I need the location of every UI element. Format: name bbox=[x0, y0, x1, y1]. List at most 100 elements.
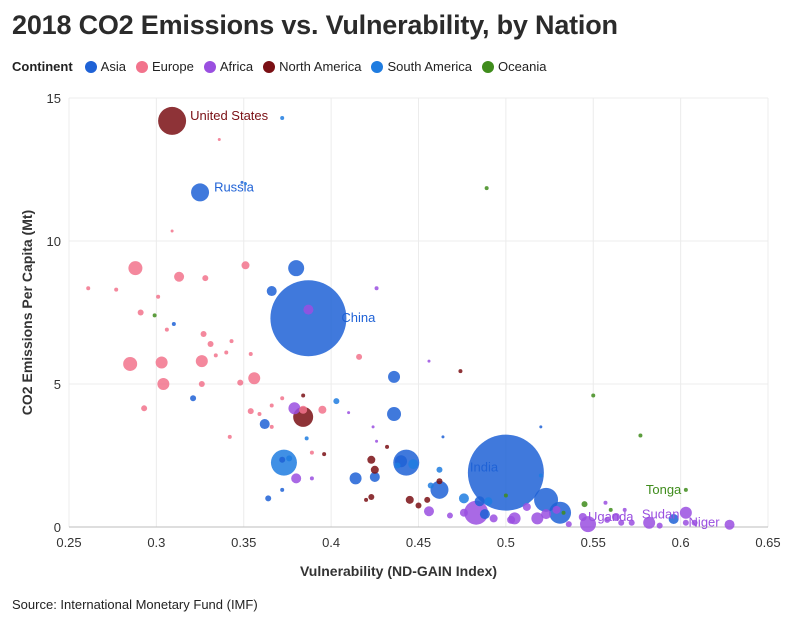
y-tick-label: 15 bbox=[47, 91, 61, 106]
bubble-europe bbox=[128, 261, 143, 276]
bubble-oceania bbox=[581, 501, 588, 508]
bubble-europe bbox=[237, 379, 244, 386]
bubble-europe bbox=[269, 424, 274, 429]
bubble-asia bbox=[441, 435, 445, 439]
x-axis-title: Vulnerability (ND-GAIN Index) bbox=[300, 563, 497, 579]
bubble-europe bbox=[217, 137, 221, 141]
legend-item-oceania[interactable]: Oceania bbox=[482, 59, 546, 74]
bubble-north-america bbox=[436, 478, 443, 485]
bubble-asia bbox=[430, 480, 449, 499]
bubble-europe bbox=[141, 405, 148, 412]
bubble-asia bbox=[280, 487, 285, 492]
bubble-europe bbox=[207, 340, 214, 347]
bubble-north-america bbox=[424, 496, 431, 503]
bubble-south-america bbox=[280, 116, 285, 121]
bubble-asia bbox=[668, 513, 679, 524]
bubble-asia bbox=[279, 456, 286, 463]
chart-title: 2018 CO2 Emissions vs. Vulnerability, by… bbox=[12, 10, 618, 40]
bubble-europe bbox=[174, 271, 185, 282]
legend-marker-south-america bbox=[371, 60, 384, 73]
annotation-india: India bbox=[470, 460, 499, 475]
legend-item-asia[interactable]: Asia bbox=[84, 59, 126, 74]
bubble-asia bbox=[467, 434, 544, 511]
bubble-europe bbox=[309, 450, 314, 455]
legend-item-africa[interactable]: Africa bbox=[203, 59, 254, 74]
bubble-africa bbox=[691, 519, 698, 526]
y-tick-label: 10 bbox=[47, 234, 61, 249]
bubble-europe bbox=[356, 353, 363, 360]
bubble-europe bbox=[156, 294, 161, 299]
bubble-europe bbox=[200, 330, 207, 337]
legend-marker-africa bbox=[203, 60, 216, 73]
bubble-europe bbox=[248, 351, 253, 356]
bubble-africa bbox=[603, 500, 608, 505]
bubble-africa bbox=[724, 519, 735, 530]
bubble-asia bbox=[387, 407, 402, 422]
bubble-north-america bbox=[370, 465, 379, 474]
bubble-africa bbox=[531, 512, 544, 525]
bubble-south-america bbox=[304, 436, 309, 441]
bubble-asia bbox=[270, 280, 347, 357]
bubble-africa bbox=[291, 473, 302, 484]
bubble-europe bbox=[170, 229, 174, 233]
bubble-south-america bbox=[538, 473, 543, 478]
bubble-africa bbox=[423, 506, 434, 517]
bubble-europe bbox=[123, 356, 138, 371]
bubble-europe bbox=[227, 434, 232, 439]
bubble-africa bbox=[347, 411, 351, 415]
y-axis-title: CO2 Emissions Per Capita (Mt) bbox=[19, 210, 35, 415]
legend-label-africa: Africa bbox=[219, 59, 254, 74]
bubble-europe bbox=[318, 405, 327, 414]
bubble-oceania bbox=[484, 186, 489, 191]
bubble-north-america bbox=[301, 393, 306, 398]
bubble-europe bbox=[247, 408, 254, 415]
bubble-africa bbox=[303, 304, 314, 315]
legend-item-north-america[interactable]: North America bbox=[263, 59, 361, 74]
annotation-niger: Niger bbox=[689, 515, 721, 530]
bubble-south-america bbox=[484, 497, 493, 506]
bubble-europe bbox=[155, 356, 168, 369]
bubble-africa bbox=[682, 519, 689, 526]
bubble-africa bbox=[552, 505, 561, 514]
bubble-asia bbox=[266, 286, 277, 297]
legend-marker-north-america bbox=[263, 60, 276, 73]
bubble-north-america bbox=[458, 369, 463, 374]
bubble-africa bbox=[489, 514, 498, 523]
bubble-africa bbox=[459, 508, 468, 517]
bubble-north-america bbox=[364, 497, 369, 502]
bubble-europe bbox=[137, 309, 144, 316]
bubble-africa bbox=[522, 502, 531, 511]
bubble-asia bbox=[191, 183, 210, 202]
bubble-asia bbox=[549, 501, 572, 524]
legend-marker-asia bbox=[84, 60, 97, 73]
x-tick-label: 0.35 bbox=[231, 535, 256, 550]
bubble-africa bbox=[375, 439, 379, 443]
bubble-south-america bbox=[458, 493, 469, 504]
bubble-asia bbox=[388, 370, 401, 383]
bubble-south-america bbox=[270, 449, 297, 476]
annotation-russia: Russia bbox=[214, 179, 255, 194]
legend-label-oceania: Oceania bbox=[498, 59, 547, 74]
bubble-africa bbox=[628, 519, 635, 526]
x-tick-label: 0.25 bbox=[56, 535, 81, 550]
bubble-south-america bbox=[286, 455, 293, 462]
x-tick-label: 0.6 bbox=[672, 535, 690, 550]
bubble-north-america bbox=[158, 106, 187, 135]
annotation-uganda: Uganda bbox=[588, 509, 634, 524]
bubble-europe bbox=[202, 275, 209, 282]
legend: Continent Asia Europe Africa North Ameri… bbox=[12, 59, 546, 74]
bubble-north-america bbox=[415, 502, 422, 509]
bubble-europe bbox=[114, 287, 119, 292]
annotation-united-states: United States bbox=[190, 108, 269, 123]
bubble-europe bbox=[213, 353, 218, 358]
bubble-oceania bbox=[608, 507, 613, 512]
legend-item-europe[interactable]: Europe bbox=[135, 59, 194, 74]
bubble-africa bbox=[656, 522, 663, 529]
bubble-asia bbox=[171, 321, 176, 326]
legend-item-south-america[interactable]: South America bbox=[371, 59, 472, 74]
bubble-africa bbox=[371, 425, 375, 429]
legend-label-north-america: North America bbox=[279, 59, 362, 74]
bubble-north-america bbox=[322, 452, 327, 457]
bubble-africa bbox=[578, 512, 587, 521]
